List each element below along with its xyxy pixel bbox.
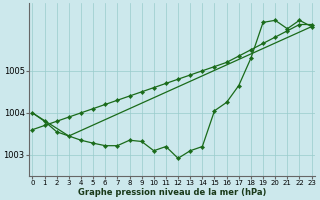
X-axis label: Graphe pression niveau de la mer (hPa): Graphe pression niveau de la mer (hPa)	[78, 188, 266, 197]
